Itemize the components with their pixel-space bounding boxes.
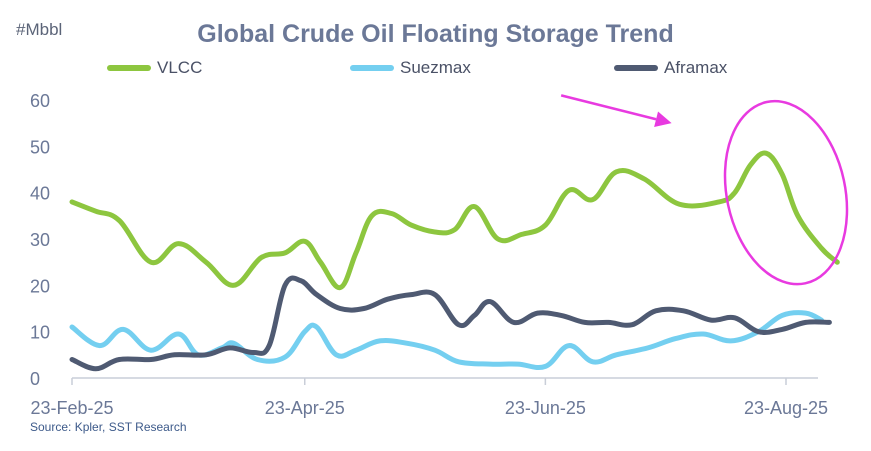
y-tick-label: 10	[30, 323, 50, 343]
legend-label-aframax: Aframax	[664, 58, 728, 77]
x-tick-label: 23-Feb-25	[30, 398, 113, 418]
legend-item-suezmax: Suezmax	[350, 58, 471, 78]
y-tick-label: 0	[30, 369, 40, 389]
annotation-arrow-head	[654, 111, 672, 128]
legend-label-suezmax: Suezmax	[400, 58, 471, 77]
legend-label-vlcc: VLCC	[157, 58, 203, 77]
legend-swatch-aframax	[614, 65, 658, 71]
annotation-ellipse	[723, 99, 849, 286]
legend-item-vlcc: VLCC	[107, 58, 202, 78]
y-tick-label: 40	[30, 184, 50, 204]
legend-swatch-vlcc	[107, 65, 151, 71]
chart-title: Global Crude Oil Floating Storage Trend	[197, 20, 674, 48]
x-tick-label: 23-Apr-25	[265, 398, 345, 418]
series-line-aframax	[69, 275, 832, 372]
x-tick-label: 23-Jun-25	[505, 398, 586, 418]
y-tick-label: 20	[30, 276, 50, 296]
y-tick-label: 30	[30, 230, 50, 250]
y-axis-unit-label: #Mbbl	[16, 20, 63, 39]
legend-swatch-suezmax	[350, 65, 394, 71]
source-note: Source: Kpler, SST Research	[30, 420, 187, 434]
series-line-vlcc	[69, 150, 840, 291]
annotation-arrow-shaft	[560, 94, 657, 121]
legend-item-aframax: Aframax	[614, 58, 727, 78]
y-tick-label: 50	[30, 137, 50, 157]
legend: VLCC Suezmax Aframax	[0, 58, 871, 80]
y-tick-label: 60	[30, 91, 50, 111]
x-tick-label: 23-Aug-25	[744, 398, 828, 418]
